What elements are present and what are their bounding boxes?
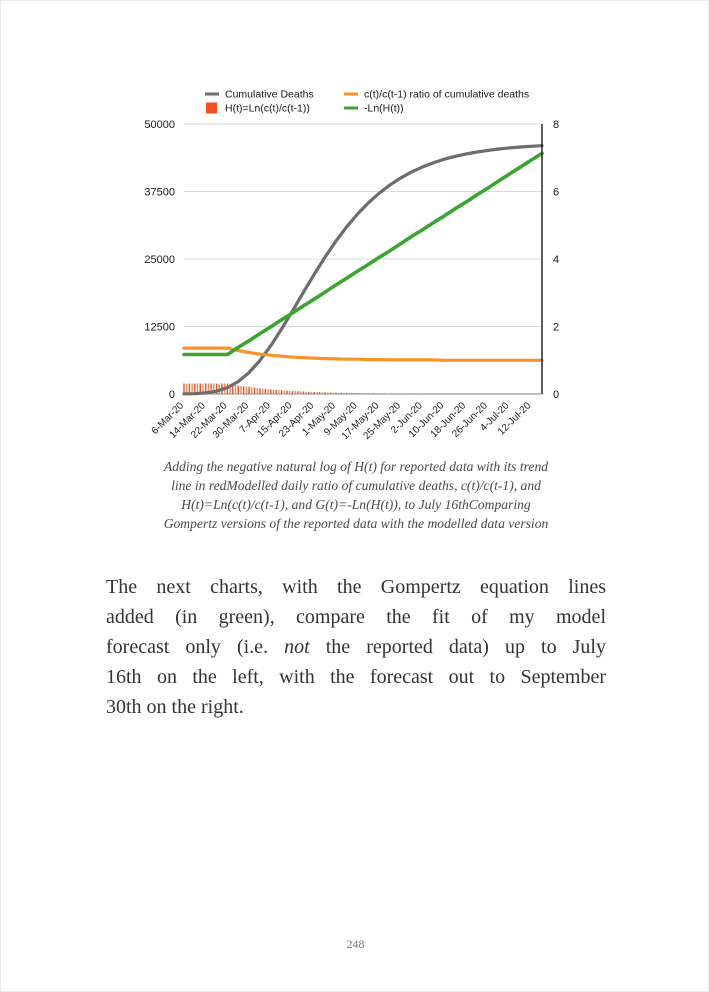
right-axis-tick-label: 0 [553, 389, 559, 401]
body-text-line: The next charts, with the Gompertz equat… [106, 576, 606, 598]
body-paragraph: The next charts, with the Gompertz equat… [106, 572, 606, 722]
body-text-segment: the reported data) up to July [309, 636, 606, 658]
body-text-segment: forecast only (i.e. [106, 636, 285, 658]
left-axis-tick-label: 25000 [144, 254, 175, 266]
page-number: 248 [346, 937, 365, 951]
caption-line: line in redModelled daily ratio of cumul… [171, 478, 541, 493]
figure-caption: Adding the negative natural log of H(t) … [91, 457, 621, 533]
right-axis-tick-label: 8 [553, 119, 559, 131]
series-ln-h-t-line [182, 151, 544, 357]
legend-swatch-c-t-c-t-1-ratio-of-cumulative-deaths [344, 92, 358, 96]
right-axis-tick-label: 4 [553, 254, 559, 266]
caption-line: H(t)=Ln(c(t)/c(t-1), and G(t)=-Ln(H(t)),… [181, 497, 531, 512]
left-axis-tick-label: 0 [169, 389, 175, 401]
caption-line: Gompertz versions of the reported data w… [163, 516, 549, 531]
left-axis-tick-label: 12500 [144, 322, 175, 334]
caption-line: Adding the negative natural log of H(t) … [163, 459, 549, 474]
series-c-t-c-t-1-ratio-of-cumulative-deaths-line [182, 346, 544, 362]
left-axis-tick-label: 50000 [144, 119, 175, 131]
body-text-line: forecast only (i.e. not the reported dat… [106, 632, 606, 662]
legend-swatch-h-t-ln-c-t-c-t-1 [206, 102, 217, 114]
legend-label-c-t-c-t-1-ratio-of-cumulative-deaths: c(t)/c(t-1) ratio of cumulative deaths [364, 89, 529, 101]
deaths-gompertz-chart: 0 12500 25000 37500 50000 0 2 4 6 8 6-Mar-20 14-Mar… [131, 77, 601, 459]
legend-label-cumulative-deaths: Cumulative Deaths [225, 89, 314, 101]
left-axis-tick-label: 37500 [144, 187, 175, 199]
legend-label-h-t-ln-c-t-c-t-1: H(t)=Ln(c(t)/c(t-1)) [225, 103, 310, 115]
right-axis-tick-label: 6 [553, 187, 559, 199]
legend-swatch-cumulative-deaths [205, 92, 219, 96]
legend-swatch-ln-h-t [344, 106, 358, 110]
combo-chart-svg: 012500250003750050000024686-Mar-2014-Mar… [144, 89, 559, 442]
body-text-line: 30th on the right. [106, 696, 244, 718]
series-cumulative-deaths-line [182, 144, 544, 396]
emphasized-word: not [284, 636, 310, 658]
right-axis-tick-label: 2 [553, 322, 559, 334]
legend-label-ln-h-t: -Ln(H(t)) [364, 103, 404, 115]
body-text-line: 16th on the left, with the forecast out … [106, 666, 606, 688]
body-text-line: added (in green), compare the fit of my … [106, 606, 606, 628]
